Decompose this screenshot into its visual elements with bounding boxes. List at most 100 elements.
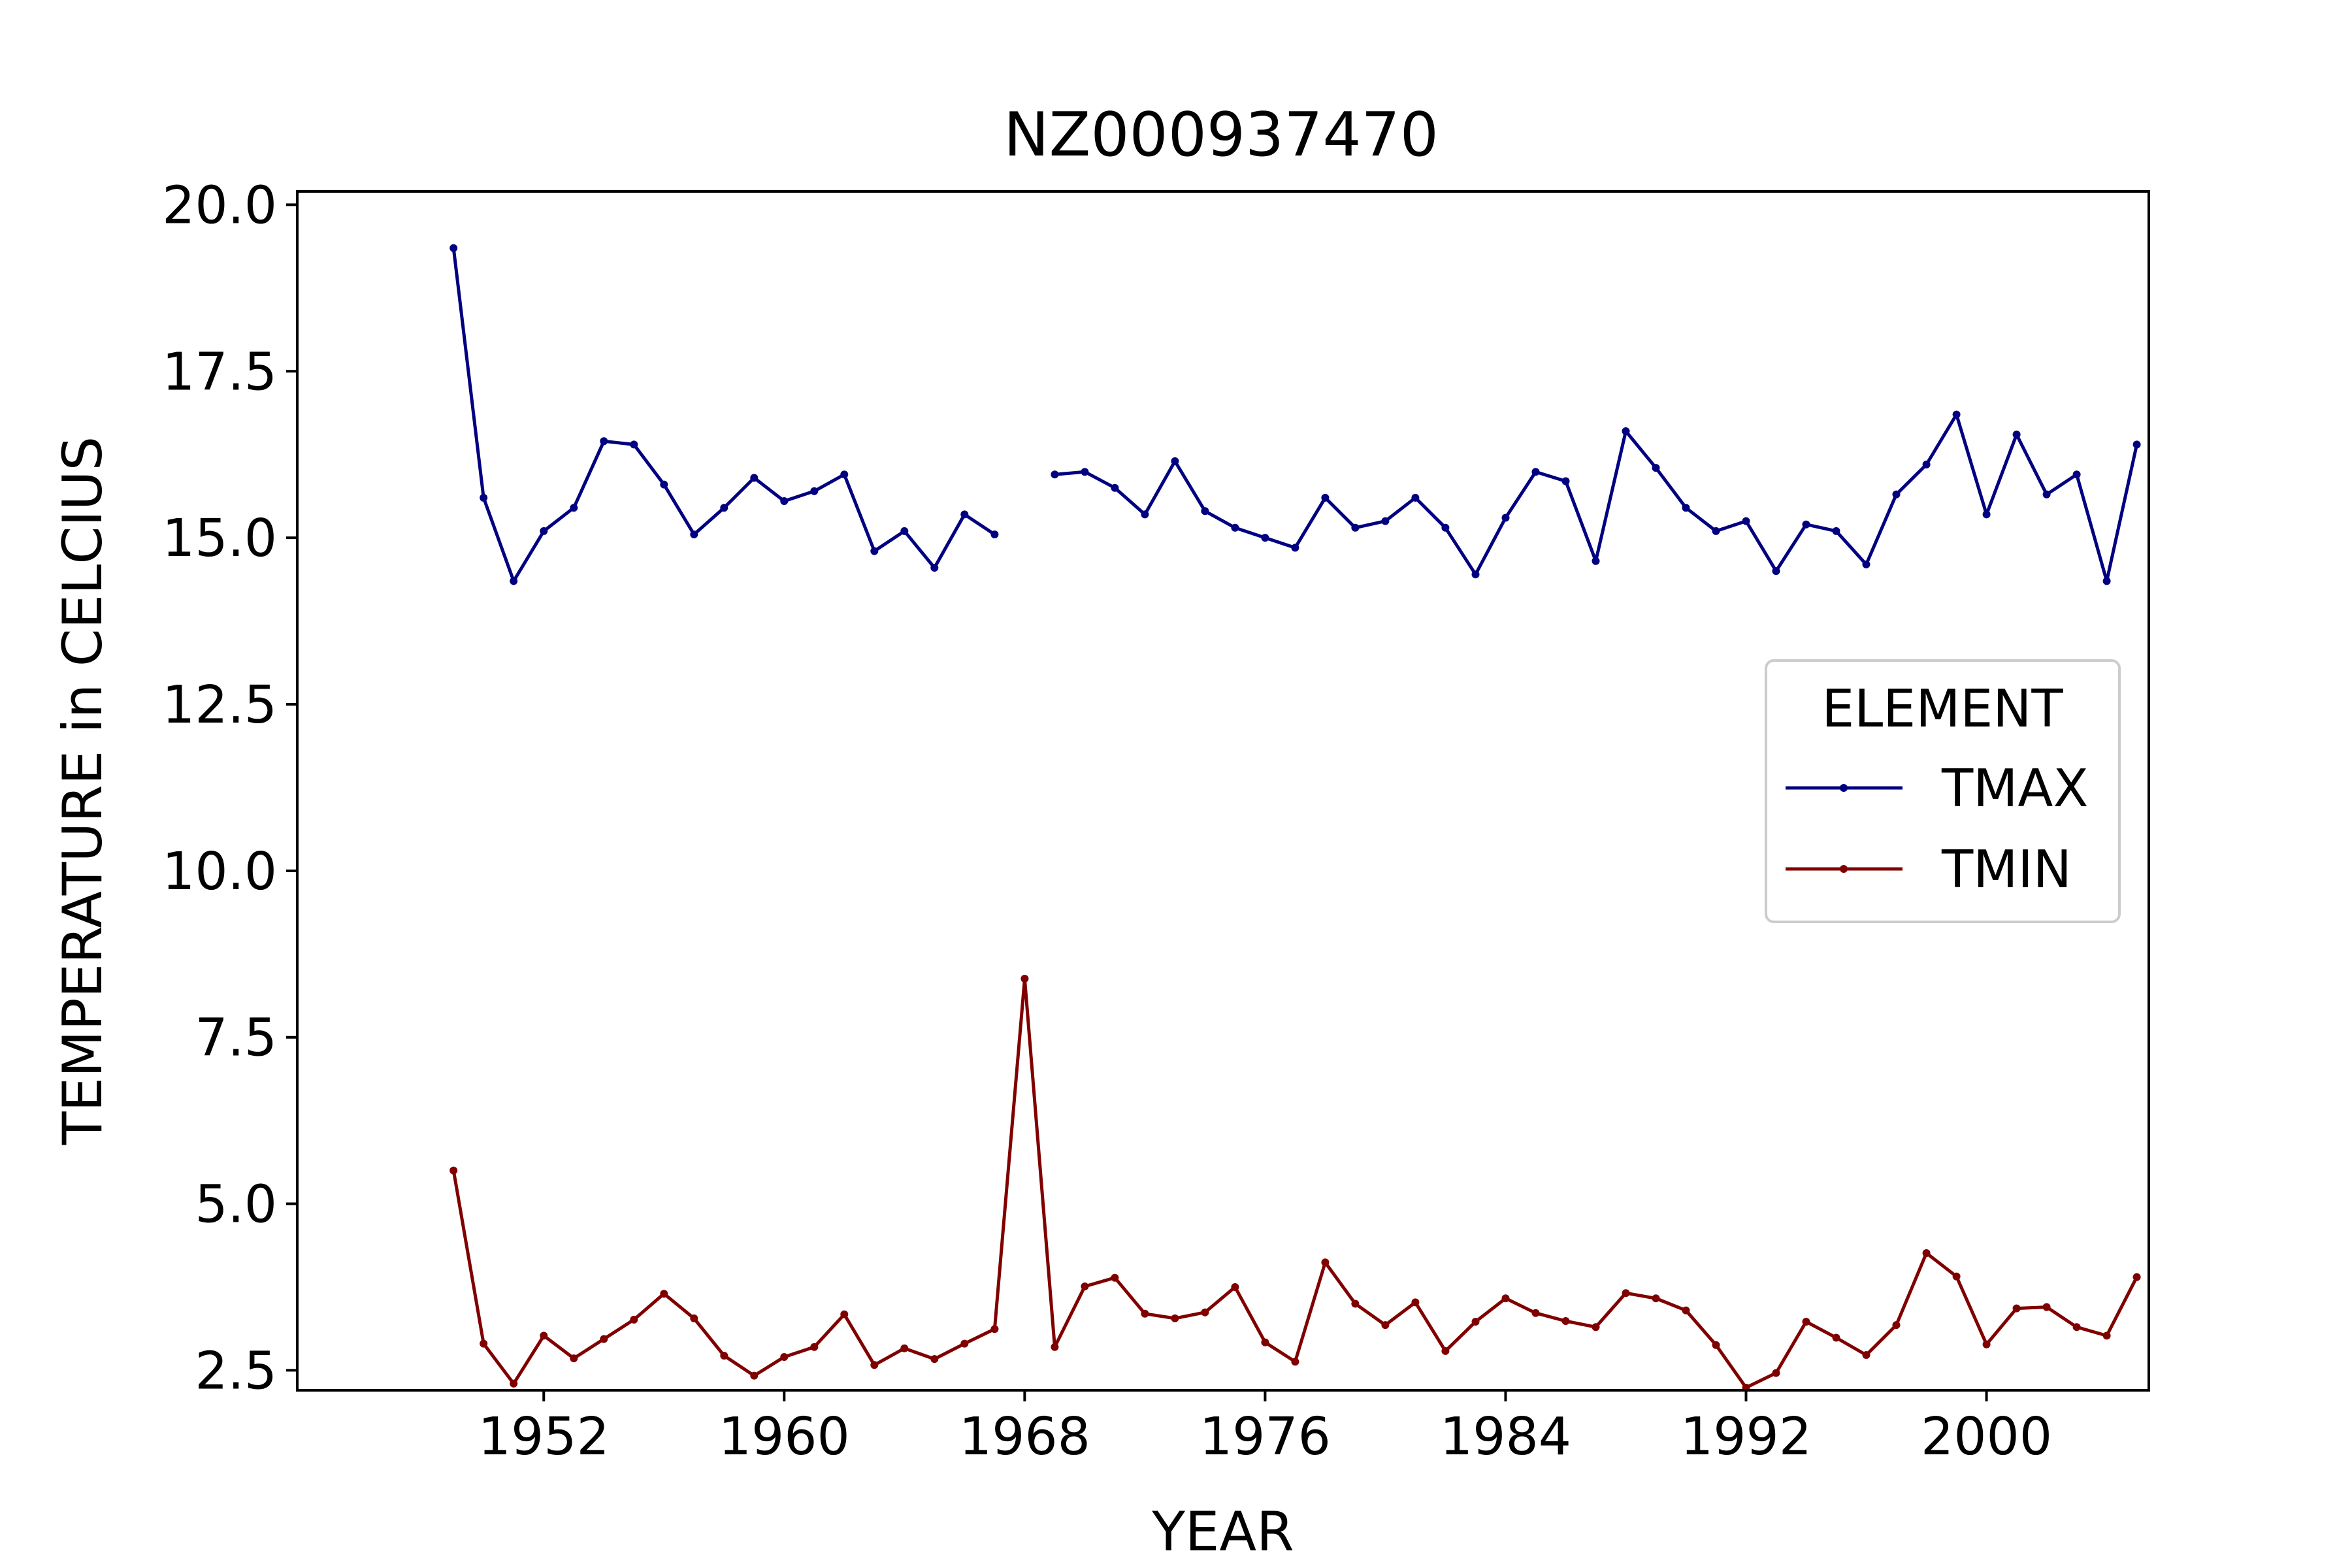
data-point-tmax-2002: [2042, 490, 2051, 498]
data-point-tmin-1962: [840, 1310, 849, 1318]
data-point-tmin-1995: [1832, 1333, 1840, 1342]
data-point-tmax-2004: [2102, 577, 2111, 585]
y-tick-label-17.5: 17.5: [162, 342, 277, 402]
data-point-tmin-1969: [1051, 1343, 1059, 1351]
data-point-tmax-2001: [2012, 431, 2021, 439]
data-point-tmax-1984: [1501, 514, 1510, 522]
data-point-tmin-2003: [2072, 1323, 2081, 1331]
y-axis-label: TEMPERATURE in CELCIUS: [51, 436, 114, 1145]
data-point-tmax-1972: [1141, 510, 1149, 519]
data-point-tmax-1996: [1862, 560, 1870, 568]
data-point-tmin-1979: [1351, 1299, 1360, 1308]
data-point-tmax-1977: [1291, 544, 1299, 552]
data-point-tmin-1949: [449, 1166, 458, 1175]
data-point-tmin-1957: [690, 1314, 698, 1322]
data-point-tmin-1959: [750, 1371, 759, 1380]
data-point-tmax-1973: [1171, 457, 1179, 465]
data-point-tmax-1969: [1051, 470, 1059, 479]
data-point-tmin-1952: [540, 1331, 548, 1340]
data-point-tmax-2005: [2132, 440, 2141, 449]
data-point-tmin-1988: [1622, 1289, 1630, 1298]
data-point-tmin-1985: [1531, 1309, 1540, 1317]
data-point-tmin-1977: [1291, 1358, 1299, 1366]
data-point-tmax-1998: [1922, 461, 1931, 468]
legend-label-tmin: TMIN: [1941, 840, 2072, 900]
series-tmin: [449, 975, 2141, 1392]
data-point-tmax-1961: [810, 487, 819, 495]
x-tick-label-1984: 1984: [1440, 1407, 1571, 1467]
data-point-tmax-1979: [1351, 523, 1360, 532]
data-point-tmax-1955: [630, 440, 638, 449]
data-point-tmin-1975: [1231, 1283, 1239, 1291]
data-point-tmax-1963: [870, 547, 879, 555]
data-point-tmax-1953: [570, 504, 578, 512]
data-point-tmin-1996: [1862, 1351, 1870, 1359]
x-tick-label-1952: 1952: [478, 1407, 610, 1467]
data-point-tmin-1984: [1501, 1294, 1510, 1303]
data-point-tmin-1989: [1652, 1294, 1660, 1303]
data-point-tmin-1991: [1712, 1341, 1720, 1349]
data-point-tmax-1981: [1411, 493, 1420, 502]
x-tick-label-1992: 1992: [1680, 1407, 1812, 1467]
data-point-tmax-1967: [990, 531, 999, 538]
data-point-tmin-1966: [960, 1339, 969, 1348]
data-point-tmin-1990: [1682, 1306, 1690, 1315]
data-point-tmin-1976: [1261, 1338, 1269, 1347]
data-point-tmin-1980: [1381, 1321, 1390, 1330]
data-point-tmin-1971: [1111, 1273, 1119, 1282]
data-point-tmax-1978: [1321, 493, 1330, 502]
data-point-tmax-1992: [1742, 517, 1750, 525]
data-point-tmin-2005: [2132, 1273, 2141, 1281]
data-point-tmin-1973: [1171, 1314, 1179, 1322]
data-point-tmax-1959: [750, 474, 759, 482]
data-point-tmax-1951: [510, 577, 518, 585]
data-point-tmax-1974: [1201, 507, 1209, 515]
y-tick-label-20.0: 20.0: [162, 175, 277, 235]
data-point-tmin-1967: [990, 1325, 999, 1333]
data-point-tmin-1963: [870, 1361, 879, 1369]
data-point-tmin-2004: [2102, 1331, 2111, 1340]
x-axis-ticks: 1952 1960 1968 1976 1984 1992 2000: [478, 1390, 2052, 1467]
legend-box: [1765, 659, 2121, 923]
data-point-tmax-1989: [1652, 464, 1660, 472]
data-point-tmax-1980: [1381, 517, 1390, 525]
data-point-tmax-1999: [1952, 410, 1961, 419]
y-tick-label-2.5: 2.5: [195, 1341, 277, 1401]
data-point-tmin-1997: [1892, 1321, 1901, 1330]
data-point-tmin-1993: [1772, 1369, 1780, 1377]
data-point-tmax-1960: [780, 497, 789, 505]
x-tick-label-2000: 2000: [1921, 1407, 2052, 1467]
data-point-tmin-1956: [660, 1290, 668, 1298]
data-point-tmax-1986: [1561, 477, 1570, 485]
data-point-tmin-2001: [2012, 1304, 2021, 1313]
data-point-tmax-1957: [690, 531, 698, 538]
data-point-tmin-1982: [1441, 1347, 1450, 1355]
y-tick-label-10.0: 10.0: [162, 841, 277, 902]
data-point-tmax-1965: [930, 564, 939, 572]
legend-entry-tmax: TMAX: [1786, 759, 2089, 819]
data-point-tmax-1950: [480, 493, 488, 502]
data-point-tmin-1978: [1321, 1258, 1330, 1267]
chart-title: NZ000937470: [1004, 99, 1439, 170]
data-point-tmax-1997: [1892, 490, 1901, 498]
y-tick-label-15.0: 15.0: [162, 508, 277, 568]
data-point-tmax-1983: [1471, 570, 1480, 579]
data-point-tmin-1960: [780, 1353, 789, 1361]
legend: ELEMENT TMAX TMIN: [1765, 659, 2121, 923]
data-point-tmin-1970: [1081, 1282, 1089, 1290]
x-tick-label-1968: 1968: [959, 1407, 1090, 1467]
data-point-tmax-1962: [840, 470, 849, 479]
data-point-tmin-1954: [600, 1335, 608, 1343]
data-point-tmax-1949: [449, 244, 458, 252]
data-point-tmin-1950: [480, 1339, 488, 1348]
data-point-tmax-1958: [720, 504, 728, 512]
plot-frame: [296, 190, 2150, 1392]
data-point-tmax-1987: [1592, 557, 1600, 565]
data-point-tmin-1983: [1471, 1318, 1480, 1326]
data-point-tmax-1966: [960, 510, 969, 519]
legend-marker-tmin: [1840, 865, 1848, 873]
data-point-tmax-1995: [1832, 527, 1840, 535]
y-tick-label-5.0: 5.0: [195, 1175, 277, 1235]
data-point-tmin-1955: [630, 1315, 638, 1324]
